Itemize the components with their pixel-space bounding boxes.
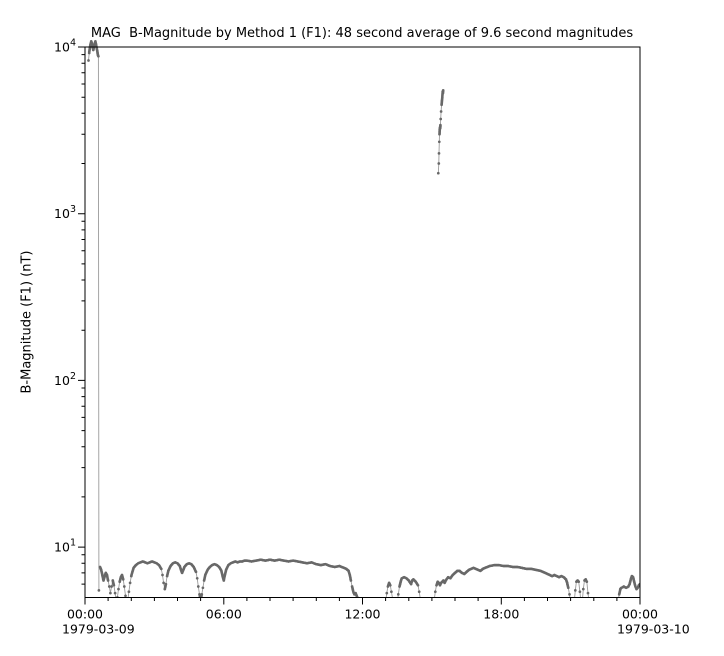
x-tick-label: 00:00 [67,607,103,622]
data-series [87,39,641,598]
y-axis-label: B-Magnitude (F1) (nT) [19,250,35,394]
x-tick-label: 00:00 [622,607,658,622]
x-date-label: 1979-03-09 [62,622,135,637]
plot-frame [84,46,641,598]
x-tick-label: 06:00 [206,607,242,622]
y-tick-label: 103 [54,204,76,221]
x-date-label: 1979-03-10 [617,622,690,637]
x-tick-label: 12:00 [344,607,380,622]
chart-title: MAG B-Magnitude by Method 1 (F1): 48 sec… [90,26,634,41]
y-tick-label: 101 [54,538,76,555]
y-tick-label: 102 [54,371,76,388]
x-tick-label: 18:00 [483,607,519,622]
axis-ticks [78,46,641,605]
